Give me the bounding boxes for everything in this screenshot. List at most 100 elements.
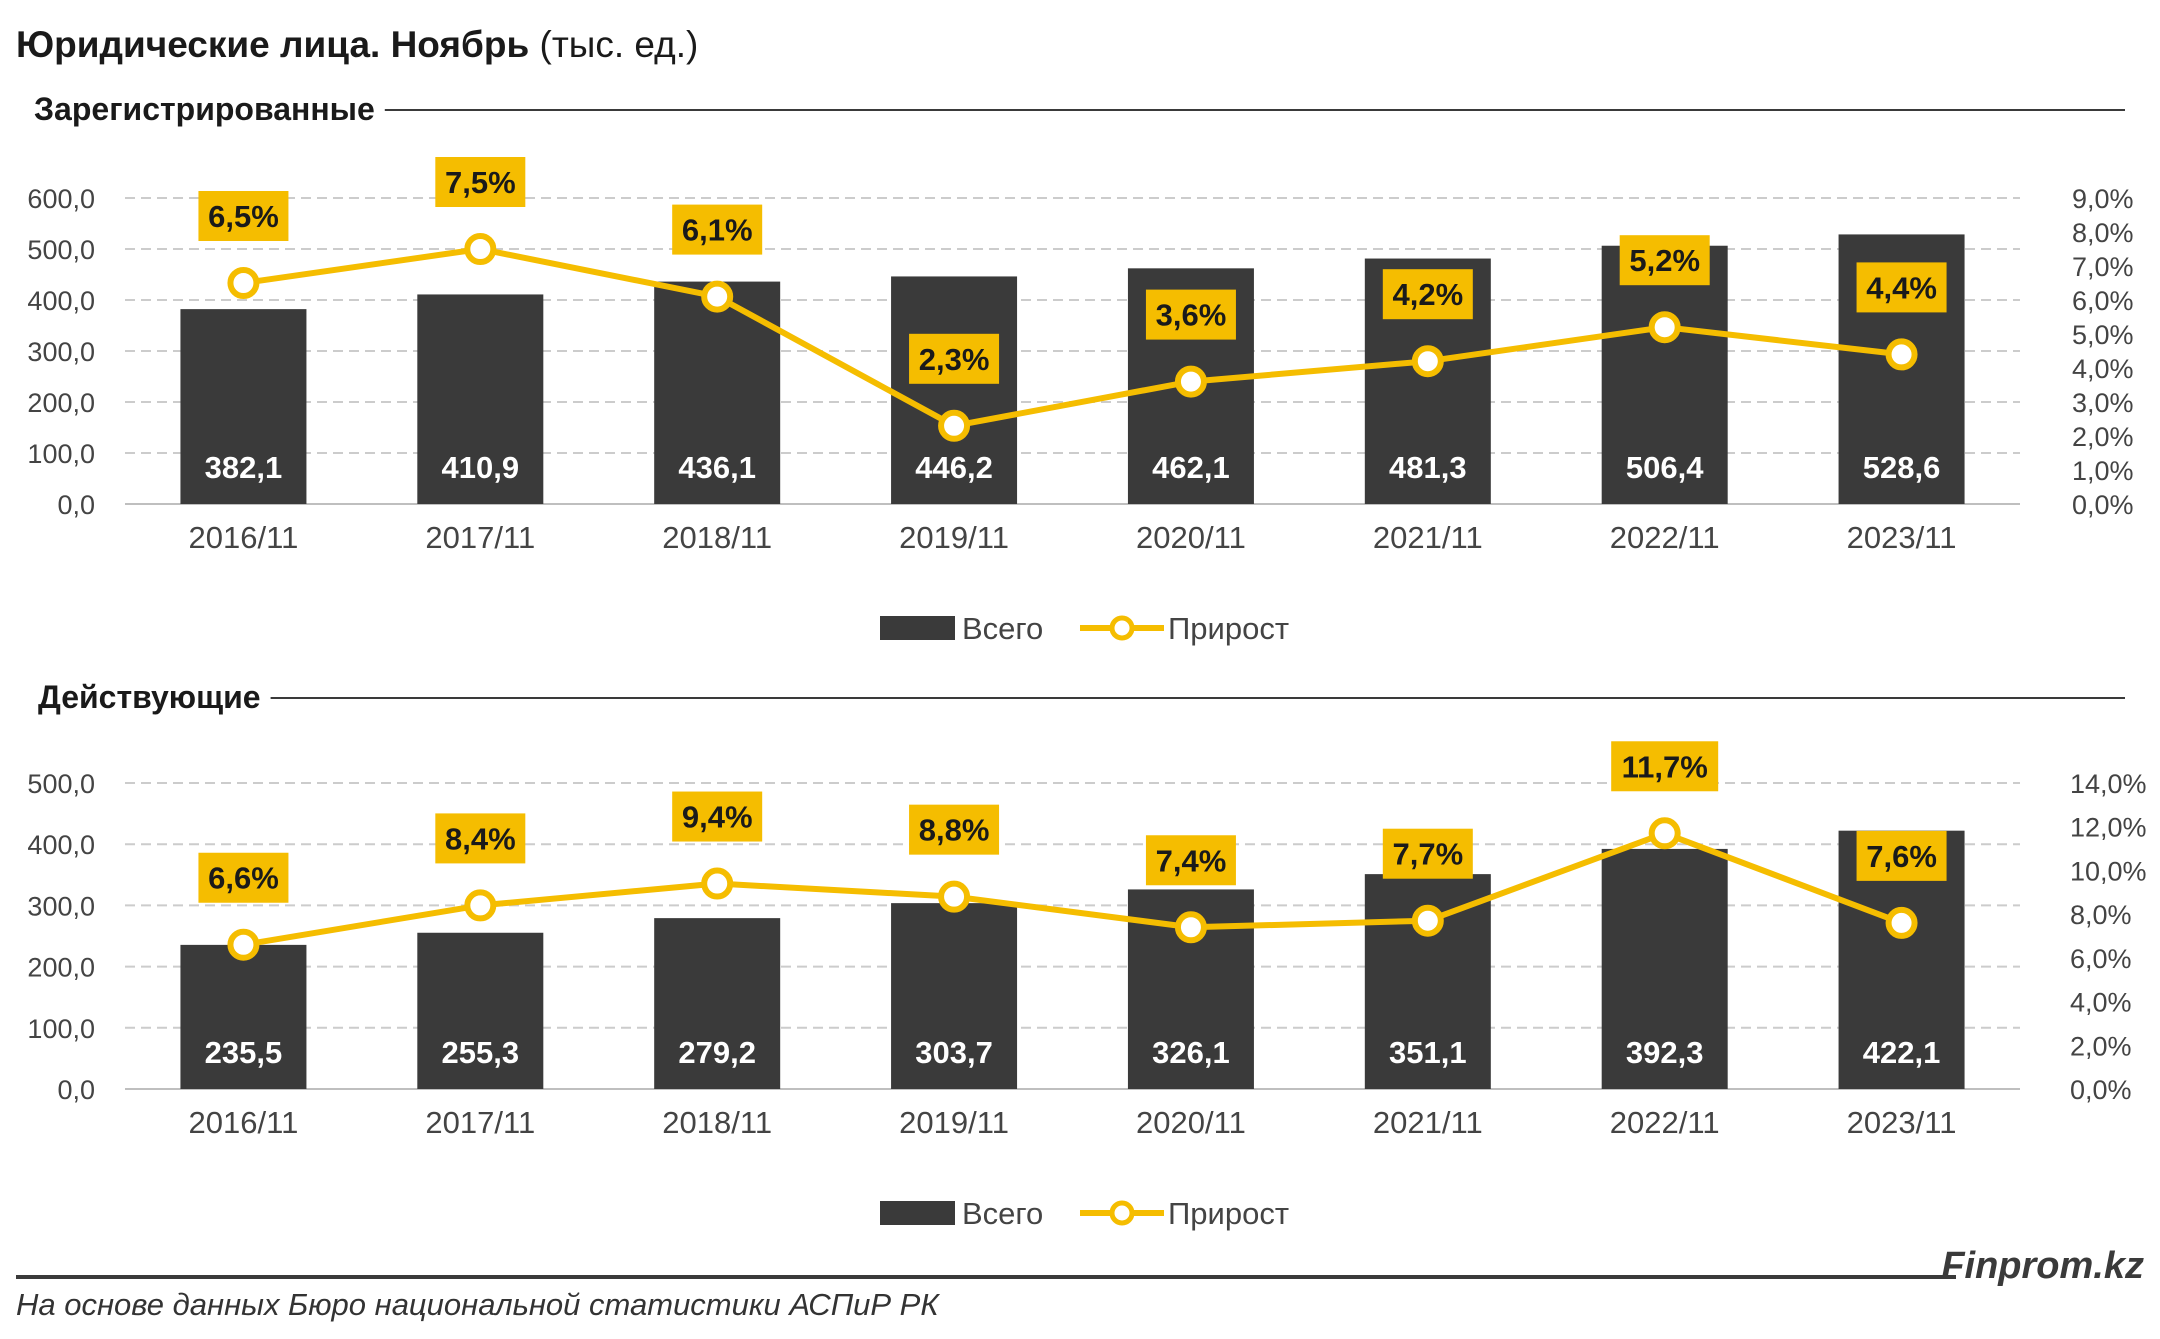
- y2-tick-label: 2,0%: [2072, 422, 2134, 452]
- bar: [180, 309, 307, 504]
- growth-label-box: [1145, 835, 1236, 886]
- bar-value-label: 506,4: [1626, 450, 1704, 485]
- growth-point: [1174, 365, 1207, 398]
- page-title-unit: (тыс. ед.): [539, 24, 699, 65]
- growth-label: 7,5%: [445, 165, 516, 200]
- growth-label: 5,2%: [1629, 243, 1700, 278]
- growth-label: 3,6%: [1156, 298, 1227, 333]
- x-tick-label: 2016/11: [189, 1105, 299, 1140]
- legend-bar-label: Всего: [962, 1196, 1043, 1231]
- x-tick-label: 2018/11: [662, 1105, 772, 1140]
- y-tick-label: 0,0: [57, 1075, 95, 1105]
- growth-label-box: [672, 204, 763, 255]
- growth-label: 8,4%: [445, 821, 516, 856]
- bar-value-label: 351,1: [1389, 1035, 1467, 1070]
- bar-value-label: 481,3: [1389, 450, 1467, 485]
- chart-title: Зарегистрированные: [34, 91, 375, 127]
- y2-tick-label: 14,0%: [2070, 769, 2147, 799]
- growth-label: 7,6%: [1866, 839, 1937, 874]
- bar: [1601, 245, 1728, 504]
- growth-label: 9,4%: [682, 800, 753, 835]
- growth-label: 2,3%: [919, 342, 990, 377]
- growth-point: [1648, 311, 1681, 344]
- growth-label: 7,7%: [1392, 837, 1463, 872]
- y-tick-label: 500,0: [27, 235, 95, 265]
- y2-tick-label: 0,0%: [2072, 490, 2134, 520]
- growth-point: [938, 880, 971, 913]
- growth-point: [464, 889, 497, 922]
- growth-point: [701, 280, 734, 313]
- x-tick-label: 2022/11: [1610, 520, 1720, 555]
- y2-tick-label: 5,0%: [2072, 320, 2134, 350]
- growth-label-box: [435, 813, 526, 864]
- chart-title: Действующие: [38, 679, 261, 715]
- growth-point: [464, 233, 497, 265]
- growth-label-box: [1382, 269, 1473, 320]
- bar: [891, 903, 1018, 1089]
- legend-bar-label: Всего: [962, 611, 1043, 646]
- x-tick-label: 2016/11: [189, 520, 299, 555]
- y2-tick-label: 8,0%: [2072, 218, 2134, 248]
- page-title-main: Юридические лица. Ноябрь: [16, 24, 530, 65]
- growth-label-box: [672, 791, 763, 842]
- growth-label-box: [1145, 289, 1236, 340]
- growth-label: 11,7%: [1622, 749, 1708, 784]
- growth-label-box: [1619, 235, 1710, 286]
- x-tick-label: 2021/11: [1373, 520, 1483, 555]
- growth-label: 7,4%: [1156, 843, 1227, 878]
- growth-point: [1174, 911, 1207, 944]
- source-note: На основе данных Бюро национальной стати…: [16, 1287, 939, 1322]
- y2-tick-label: 2,0%: [2070, 1031, 2132, 1061]
- bar: [417, 294, 544, 504]
- bar-value-label: 382,1: [205, 450, 283, 485]
- x-tick-label: 2019/11: [899, 1105, 1009, 1140]
- y-tick-label: 600,0: [27, 184, 95, 214]
- legend-line-label: Прирост: [1168, 1196, 1289, 1231]
- bar: [417, 932, 544, 1089]
- growth-label-box: [1856, 262, 1947, 313]
- bar: [1601, 848, 1728, 1089]
- y2-tick-label: 9,0%: [2072, 184, 2134, 214]
- growth-point: [938, 409, 971, 442]
- growth-point: [1885, 906, 1918, 939]
- growth-label: 6,6%: [208, 861, 279, 896]
- bar-value-label: 528,6: [1863, 450, 1941, 485]
- growth-line: [242, 830, 1903, 948]
- y-tick-label: 0,0: [57, 490, 95, 520]
- growth-label-box: [198, 852, 289, 903]
- bar-value-label: 446,2: [915, 450, 993, 485]
- y2-tick-label: 1,0%: [2072, 456, 2134, 486]
- y-tick-label: 500,0: [27, 769, 95, 799]
- growth-label-box: [435, 157, 526, 207]
- growth-point: [701, 867, 734, 900]
- bar-value-label: 462,1: [1152, 450, 1230, 485]
- growth-point: [227, 267, 260, 299]
- growth-point: [1411, 345, 1444, 378]
- growth-line: [243, 246, 1902, 429]
- footer-divider: [16, 1275, 1956, 1279]
- y-tick-label: 200,0: [27, 953, 95, 983]
- growth-label-box: [909, 333, 1000, 384]
- bar: [180, 944, 307, 1089]
- growth-point: [1648, 817, 1681, 850]
- bar-value-label: 410,9: [442, 450, 520, 485]
- growth-label: 4,4%: [1866, 270, 1937, 305]
- growth-point: [227, 928, 260, 961]
- growth-label-box: [909, 804, 1000, 855]
- bar-value-label: 303,7: [915, 1035, 993, 1070]
- legend-bar-swatch: [880, 1201, 955, 1225]
- x-tick-label: 2020/11: [1136, 520, 1246, 555]
- legend-bar-swatch: [880, 616, 955, 640]
- brand-logo: Finprom.kz: [1941, 1245, 2144, 1287]
- y2-tick-label: 8,0%: [2070, 900, 2132, 930]
- y2-tick-label: 6,0%: [2070, 944, 2132, 974]
- y-tick-label: 400,0: [27, 830, 95, 860]
- x-tick-label: 2017/11: [425, 520, 535, 555]
- growth-label-box: [198, 191, 289, 241]
- bar-value-label: 392,3: [1626, 1035, 1704, 1070]
- bar-value-label: 279,2: [678, 1035, 756, 1070]
- x-tick-label: 2023/11: [1847, 1105, 1957, 1140]
- bar-value-label: 326,1: [1152, 1035, 1230, 1070]
- y2-tick-label: 12,0%: [2070, 813, 2147, 843]
